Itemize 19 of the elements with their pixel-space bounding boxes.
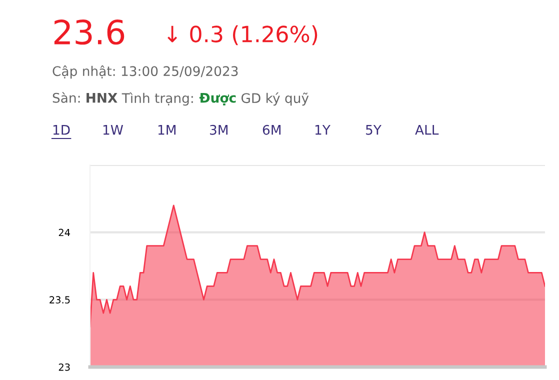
text: 1Y <box>315 125 330 135</box>
text: 5Y <box>366 125 382 135</box>
text: GD ký quỹ <box>241 92 309 106</box>
text: Cập nhật: 13:00 25/09/2023 <box>52 65 238 79</box>
y-tick-label: 23.5 <box>50 296 70 304</box>
text: 1M <box>158 125 176 135</box>
text: 1W <box>103 125 124 135</box>
text: Được <box>199 92 236 106</box>
y-tick-label: 24 <box>58 228 70 236</box>
text: HNX <box>86 93 118 103</box>
text: 1D <box>53 125 70 135</box>
text: Tình trạng: <box>122 92 193 106</box>
text: Sàn: <box>52 92 80 103</box>
text: ALL <box>415 125 439 135</box>
text: ↓ 0.3 (1.26%) <box>168 25 318 46</box>
text: 3M <box>210 124 228 135</box>
chart-title: 23.6 <box>54 19 124 45</box>
y-tick-label: 23 <box>58 363 70 371</box>
text: 6M <box>262 124 280 135</box>
